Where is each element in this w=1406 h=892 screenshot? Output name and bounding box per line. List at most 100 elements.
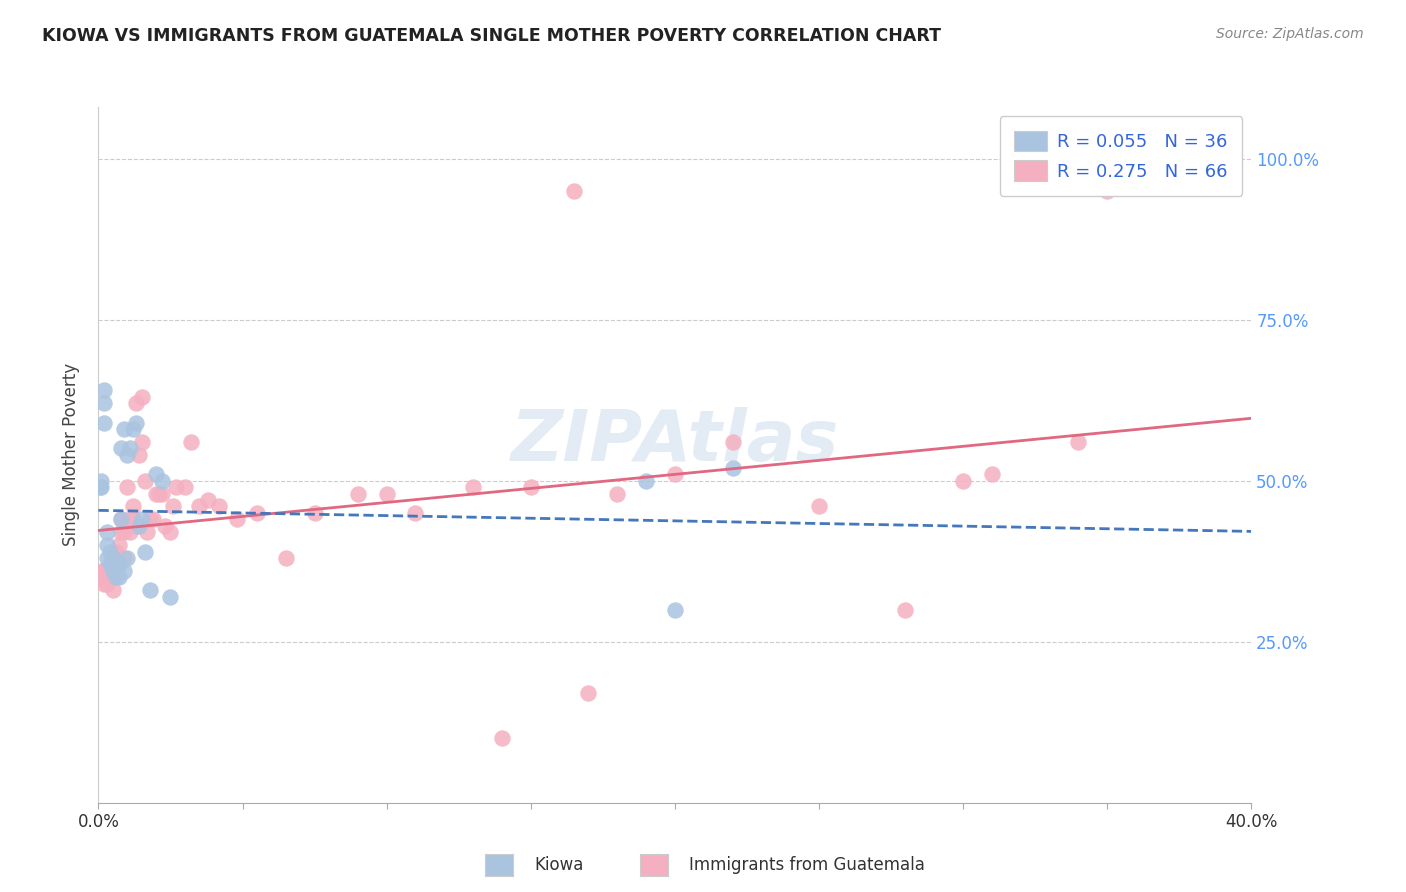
Point [96, 564, 118, 578]
Point [93, 576, 115, 591]
Text: ZIPAtlas: ZIPAtlas [510, 407, 839, 475]
Point [562, 184, 585, 198]
Point [131, 435, 153, 450]
Text: KIOWA VS IMMIGRANTS FROM GUATEMALA SINGLE MOTHER POVERTY CORRELATION CHART: KIOWA VS IMMIGRANTS FROM GUATEMALA SINGL… [42, 27, 941, 45]
Point [104, 558, 127, 572]
Point [491, 731, 513, 746]
Point [165, 480, 187, 494]
Point [120, 525, 142, 540]
Point [117, 448, 139, 462]
Point [98, 558, 121, 572]
Point [90, 480, 112, 494]
Legend: R = 0.055   N = 36, R = 0.275   N = 66: R = 0.055 N = 36, R = 0.275 N = 66 [1000, 116, 1243, 195]
Point [90, 564, 112, 578]
Point [122, 422, 145, 436]
Point [98, 564, 121, 578]
Point [981, 467, 1004, 482]
Point [134, 474, 156, 488]
Point [93, 564, 115, 578]
Point [1067, 435, 1090, 450]
Point [225, 512, 247, 526]
Point [159, 590, 181, 604]
Point [117, 518, 139, 533]
Point [461, 480, 484, 494]
Point [104, 564, 127, 578]
Point [180, 435, 202, 450]
Point [96, 576, 118, 591]
Point [110, 512, 132, 526]
Point [98, 544, 121, 558]
Point [346, 486, 368, 500]
Point [112, 422, 135, 436]
Point [664, 467, 686, 482]
Point [807, 500, 830, 514]
Point [208, 500, 231, 514]
Point [145, 467, 167, 482]
Point [128, 448, 150, 462]
Y-axis label: Single Mother Poverty: Single Mother Poverty [62, 363, 80, 547]
Point [101, 564, 124, 578]
Point [246, 506, 269, 520]
Point [101, 551, 124, 566]
Point [134, 544, 156, 558]
Point [274, 551, 297, 566]
Point [148, 486, 170, 500]
Point [112, 525, 135, 540]
Point [107, 538, 129, 552]
Point [142, 512, 165, 526]
Point [104, 544, 127, 558]
Point [952, 474, 974, 488]
Point [93, 384, 115, 398]
Point [153, 518, 176, 533]
Point [131, 390, 153, 404]
Point [894, 602, 917, 616]
Point [304, 506, 326, 520]
Point [101, 564, 124, 578]
Point [139, 583, 162, 598]
Point [125, 518, 148, 533]
Point [93, 396, 115, 410]
Point [606, 486, 628, 500]
Text: Kiowa: Kiowa [534, 855, 583, 873]
Point [96, 525, 118, 540]
Point [122, 512, 145, 526]
Point [110, 442, 132, 456]
Point [98, 570, 121, 584]
Point [104, 570, 127, 584]
Point [136, 525, 159, 540]
Point [131, 512, 153, 526]
Point [89, 570, 111, 584]
Point [90, 474, 112, 488]
Point [578, 686, 600, 700]
Point [117, 480, 139, 494]
Point [117, 551, 139, 566]
Point [197, 493, 219, 508]
Point [125, 416, 148, 430]
Point [120, 512, 142, 526]
Point [89, 480, 111, 494]
Point [122, 500, 145, 514]
Point [93, 416, 115, 430]
Point [162, 500, 184, 514]
Point [96, 538, 118, 552]
Point [174, 480, 197, 494]
Point [664, 602, 686, 616]
Point [107, 570, 129, 584]
Point [375, 486, 398, 500]
Point [128, 518, 150, 533]
Point [107, 558, 129, 572]
Point [139, 512, 162, 526]
Point [107, 558, 129, 572]
Point [188, 500, 211, 514]
Point [1097, 184, 1119, 198]
Point [159, 525, 181, 540]
Point [96, 551, 118, 566]
Point [101, 583, 124, 598]
Point [110, 512, 132, 526]
Point [150, 474, 173, 488]
Point [721, 435, 744, 450]
Point [636, 474, 658, 488]
Text: Immigrants from Guatemala: Immigrants from Guatemala [689, 855, 925, 873]
Point [125, 396, 148, 410]
Point [120, 442, 142, 456]
